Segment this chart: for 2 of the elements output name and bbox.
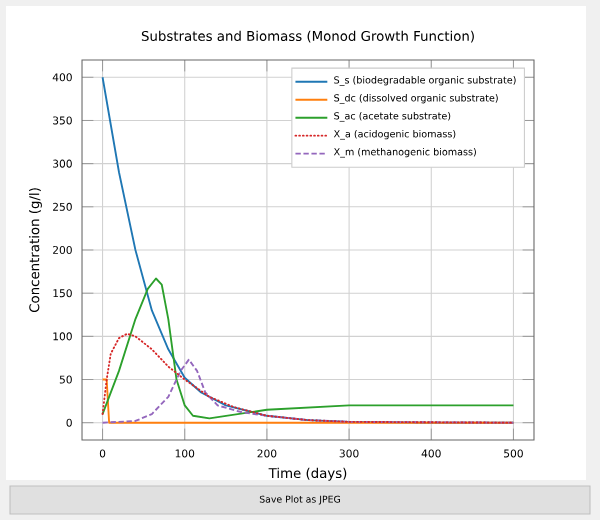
line-series (101, 332, 515, 424)
line-series (101, 358, 515, 424)
